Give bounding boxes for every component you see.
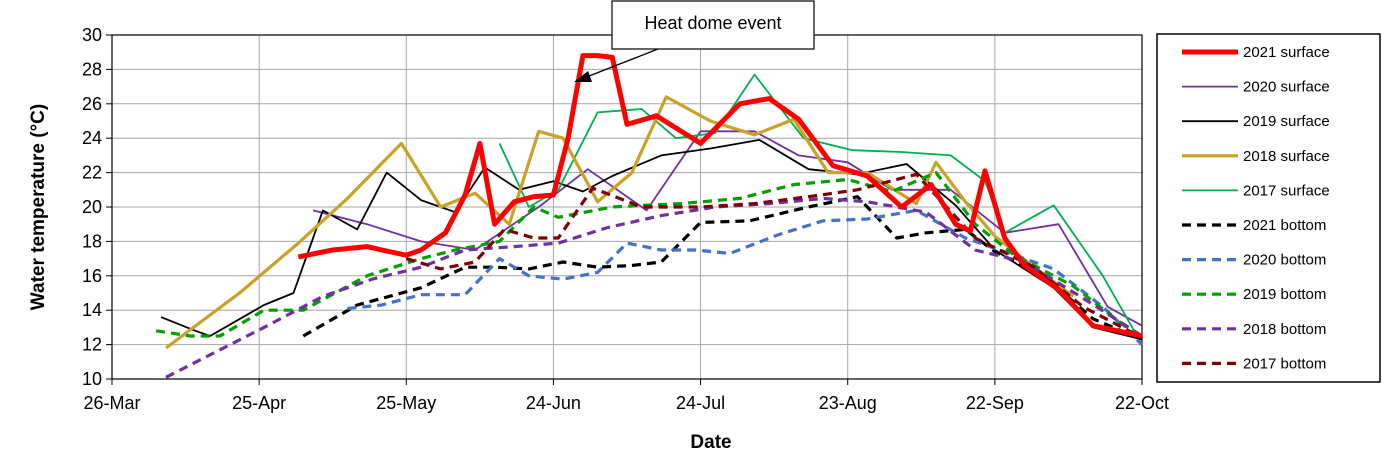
y-tick-label: 12 bbox=[82, 335, 102, 355]
annotation-text: Heat dome event bbox=[644, 13, 781, 33]
series-line-2017-surface bbox=[498, 73, 1143, 346]
x-tick-label: 25-Apr bbox=[232, 393, 286, 413]
gridlines bbox=[112, 35, 1142, 379]
y-tick-label: 30 bbox=[82, 25, 102, 45]
legend-label-2017-surface: 2017 surface bbox=[1243, 182, 1330, 199]
y-tick-label: 24 bbox=[82, 128, 102, 148]
y-tick-label: 14 bbox=[82, 300, 102, 320]
series-lines bbox=[155, 53, 1144, 379]
axis-ticks: 10 12 14 16 18 20 22 24 26 28 30 26-Mar 25-Apr 25-May… bbox=[82, 25, 1169, 413]
legend-label-2018-surface: 2018 surface bbox=[1243, 148, 1330, 165]
legend-label-2020-surface: 2020 surface bbox=[1243, 79, 1330, 96]
series-line-2020-surface bbox=[312, 130, 1143, 327]
annotation-arrow-line bbox=[583, 48, 659, 79]
x-axis-title: Date bbox=[690, 432, 731, 453]
series-line-2021-surface bbox=[297, 53, 1143, 339]
annotation-arrowhead bbox=[574, 71, 592, 82]
series-line-2018-bottom bbox=[165, 196, 1143, 379]
x-tick-label: 22-Oct bbox=[1115, 393, 1169, 413]
y-tick-label: 28 bbox=[82, 59, 102, 79]
y-tick-label: 16 bbox=[82, 266, 102, 286]
series-line-2021-bottom bbox=[302, 195, 1143, 341]
legend-label-2019-surface: 2019 surface bbox=[1243, 113, 1330, 130]
x-tick-label: 25-May bbox=[376, 393, 436, 413]
series-line-2020-bottom bbox=[347, 208, 1144, 346]
y-axis-title: Water temperature (°C) bbox=[28, 104, 49, 310]
x-tick-label: 23-Aug bbox=[819, 393, 877, 413]
x-tick-label: 24-Jul bbox=[676, 393, 725, 413]
x-tick-label: 26-Mar bbox=[83, 393, 140, 413]
y-tick-label: 18 bbox=[82, 231, 102, 251]
legend-box bbox=[1156, 33, 1381, 383]
legend-label-2021-bottom: 2021 bottom bbox=[1243, 217, 1326, 234]
annotation-box bbox=[611, 0, 815, 50]
x-tick-label: 24-Jun bbox=[526, 393, 581, 413]
series-line-2018-surface bbox=[165, 95, 1075, 350]
heat-dome-annotation: Heat dome event bbox=[574, 0, 815, 82]
legend-label-2019-bottom: 2019 bottom bbox=[1243, 286, 1326, 303]
y-tick-label: 22 bbox=[82, 163, 102, 183]
legend-label-2017-bottom: 2017 bottom bbox=[1243, 355, 1326, 372]
x-tick-label: 22-Sep bbox=[966, 393, 1024, 413]
legend-label-2018-bottom: 2018 bottom bbox=[1243, 321, 1326, 338]
y-tick-label: 20 bbox=[82, 197, 102, 217]
legend-label-2021-surface: 2021 surface bbox=[1243, 44, 1330, 61]
legend: 2021 surface 2020 surface 2019 surface 2018… bbox=[1182, 44, 1330, 372]
series-line-2019-bottom bbox=[155, 171, 1143, 341]
y-tick-label: 26 bbox=[82, 94, 102, 114]
y-tick-label: 10 bbox=[82, 369, 102, 389]
legend-label-2020-bottom: 2020 bottom bbox=[1243, 252, 1326, 269]
series-line-2019-surface bbox=[160, 138, 1143, 341]
